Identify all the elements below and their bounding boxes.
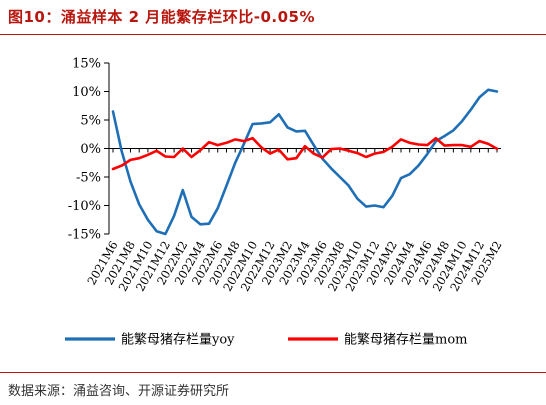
y-tick-label: 15% xyxy=(72,57,101,72)
figure-title: 图10：涌益样本 2 月能繁存栏环比-0.05% xyxy=(8,8,316,26)
series-layer xyxy=(111,88,499,236)
y-tick-label: 10% xyxy=(72,85,101,100)
y-tick-label: -10% xyxy=(68,199,101,214)
y-tick-label: -5% xyxy=(76,171,101,186)
y-axis: -15% -10% -5% 0% 5% 10% 15% xyxy=(68,57,110,243)
series-line-mom xyxy=(111,136,499,171)
y-tick-label: -15% xyxy=(68,228,101,243)
y-tick-label: 5% xyxy=(80,114,101,129)
legend-yoy-label: 能繁母猪存栏量yoy xyxy=(121,332,235,348)
y-tick-label: 0% xyxy=(80,142,101,157)
legend-mom-label: 能繁母猪存栏量mom xyxy=(344,332,467,348)
title-divider xyxy=(0,34,546,35)
source-note: 数据来源：涌益咨询、开源证券研究所 xyxy=(8,384,230,399)
series-line-yoy xyxy=(111,88,499,236)
source-divider xyxy=(0,372,546,373)
x-axis: 2021M62021M82021M102021M122022M22022M420… xyxy=(84,148,505,294)
line-chart: -15% -10% -5% 0% 5% 10% 15% 2021M62021M82021M1… xyxy=(65,57,505,348)
legend: 能繁母猪存栏量yoy 能繁母猪存栏量mom xyxy=(65,332,467,348)
